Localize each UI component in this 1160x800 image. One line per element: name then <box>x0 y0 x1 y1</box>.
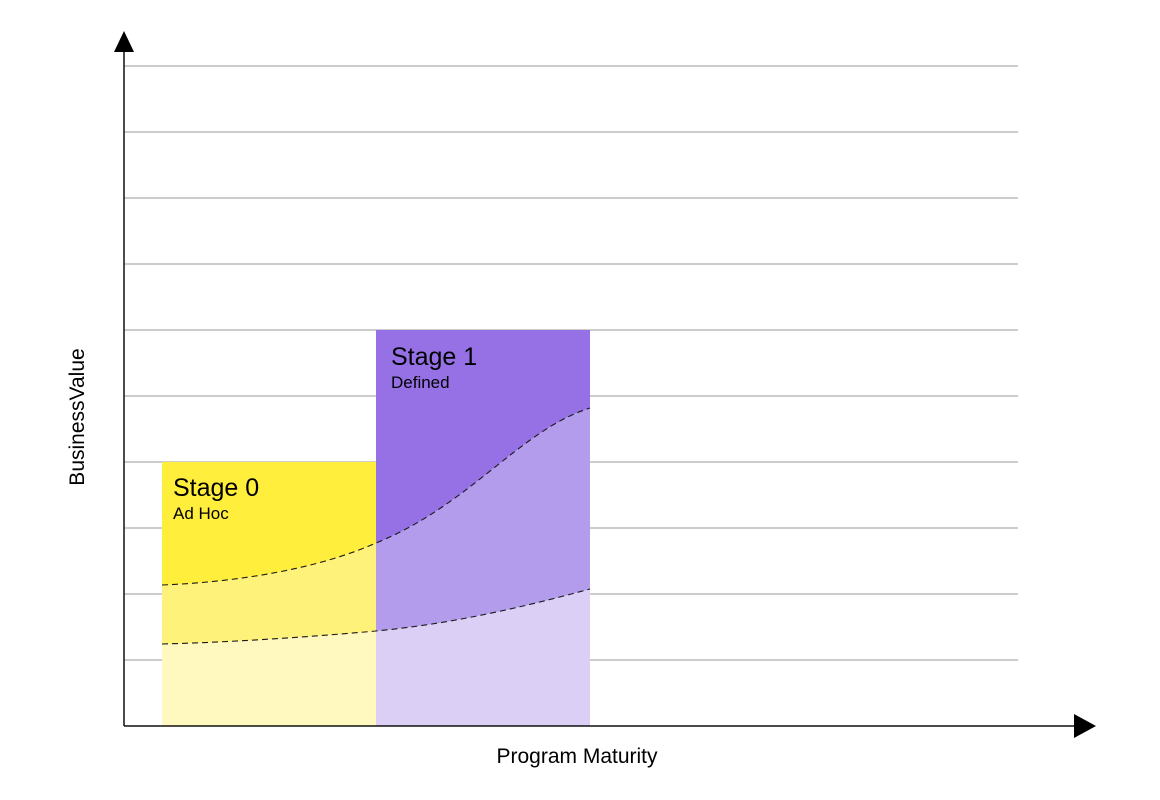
stage-1-title: Stage 1 <box>391 343 477 371</box>
stage-1-block <box>376 330 590 726</box>
stage-1-top-band <box>376 330 590 543</box>
y-axis-label: BusinessValue <box>66 348 89 485</box>
x-axis-arrow-icon <box>1074 714 1096 738</box>
stage-0-title: Stage 0 <box>173 474 259 502</box>
x-axis-label: Program Maturity <box>496 745 658 768</box>
stage-0-block <box>162 462 376 726</box>
stage-0-subtitle: Ad Hoc <box>173 504 229 523</box>
lower-boundary-curve <box>161 588 591 645</box>
stage-0-top-band <box>162 462 376 585</box>
stage-1-subtitle: Defined <box>391 373 450 392</box>
stage-0-middle-band <box>162 543 376 644</box>
y-axis-arrow-icon <box>114 31 134 52</box>
stage-1-middle-band <box>376 408 590 631</box>
